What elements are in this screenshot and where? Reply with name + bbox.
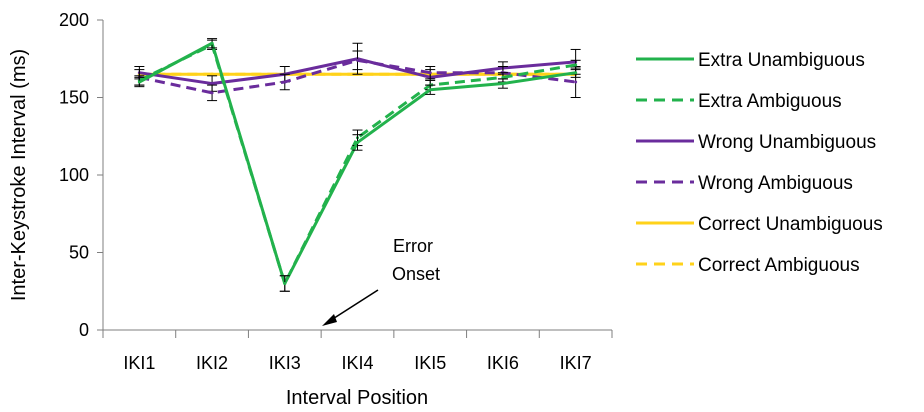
y-tick-label: 0 xyxy=(79,320,89,340)
x-axis: IKI1 IKI2 IKI3 IKI4 IKI5 IKI6 IKI7 xyxy=(102,329,613,373)
legend-label: Extra Unambiguous xyxy=(698,50,865,71)
x-tick-label: IKI2 xyxy=(196,353,228,373)
y-axis-title: Inter-Keystroke Interval (ms) xyxy=(8,49,30,301)
data-point xyxy=(283,282,287,285)
x-tick-label: IKI3 xyxy=(269,353,301,373)
legend-item: Correct Unambiguous xyxy=(636,214,883,235)
y-tick-label: 50 xyxy=(69,243,89,263)
series-extra-unambiguous xyxy=(134,38,581,292)
legend-item: Wrong Unambiguous xyxy=(636,132,876,153)
data-point xyxy=(210,41,214,45)
x-tick-label: IKI5 xyxy=(414,353,446,373)
annotation-arrow-head xyxy=(322,314,337,326)
series-extra-ambiguous xyxy=(134,39,581,292)
data-point xyxy=(356,140,359,144)
y-tick-label: 200 xyxy=(59,10,89,30)
x-tick-label: IKI1 xyxy=(123,353,155,373)
data-point xyxy=(210,82,214,86)
legend-item: Extra Ambiguous xyxy=(636,91,842,112)
y-axis: 0 50 100 150 200 xyxy=(59,10,104,340)
data-point xyxy=(210,72,214,76)
legend-label: Correct Ambiguous xyxy=(698,255,860,276)
data-point xyxy=(283,80,287,84)
annotation-line-2: Onset xyxy=(392,264,440,284)
y-tick-label: 100 xyxy=(59,165,89,185)
x-tick-label: IKI6 xyxy=(487,353,519,373)
data-point xyxy=(428,71,432,75)
data-point xyxy=(501,75,505,79)
data-point xyxy=(574,71,578,75)
annotation-line-1: Error xyxy=(393,236,433,256)
legend-label: Wrong Ambiguous xyxy=(698,173,853,194)
data-point xyxy=(501,82,505,86)
x-tick-label: IKI7 xyxy=(560,353,592,373)
annotation-arrow xyxy=(327,289,379,323)
legend-label: Correct Unambiguous xyxy=(698,214,883,235)
legend-label: Wrong Unambiguous xyxy=(698,132,876,153)
error-onset-annotation: Error Onset xyxy=(322,236,440,326)
legend-item: Correct Ambiguous xyxy=(636,255,860,276)
legend-item: Wrong Ambiguous xyxy=(636,173,853,194)
data-point xyxy=(574,80,578,84)
data-point xyxy=(137,80,141,84)
series-wrong-ambiguous xyxy=(134,50,581,102)
legend: Extra Unambiguous Extra Ambiguous Wrong Un… xyxy=(636,50,883,276)
data-point xyxy=(210,91,214,95)
data-point xyxy=(574,63,578,67)
data-point xyxy=(428,88,432,92)
legend-label: Extra Ambiguous xyxy=(698,91,842,112)
x-tick-label: IKI4 xyxy=(341,353,373,373)
x-axis-title: Interval Position xyxy=(286,387,428,409)
plot-area xyxy=(134,38,581,292)
legend-item: Extra Unambiguous xyxy=(636,50,865,71)
y-tick-label: 150 xyxy=(59,88,89,108)
data-point xyxy=(356,58,359,62)
series-line xyxy=(138,43,576,285)
series-line xyxy=(138,41,576,285)
